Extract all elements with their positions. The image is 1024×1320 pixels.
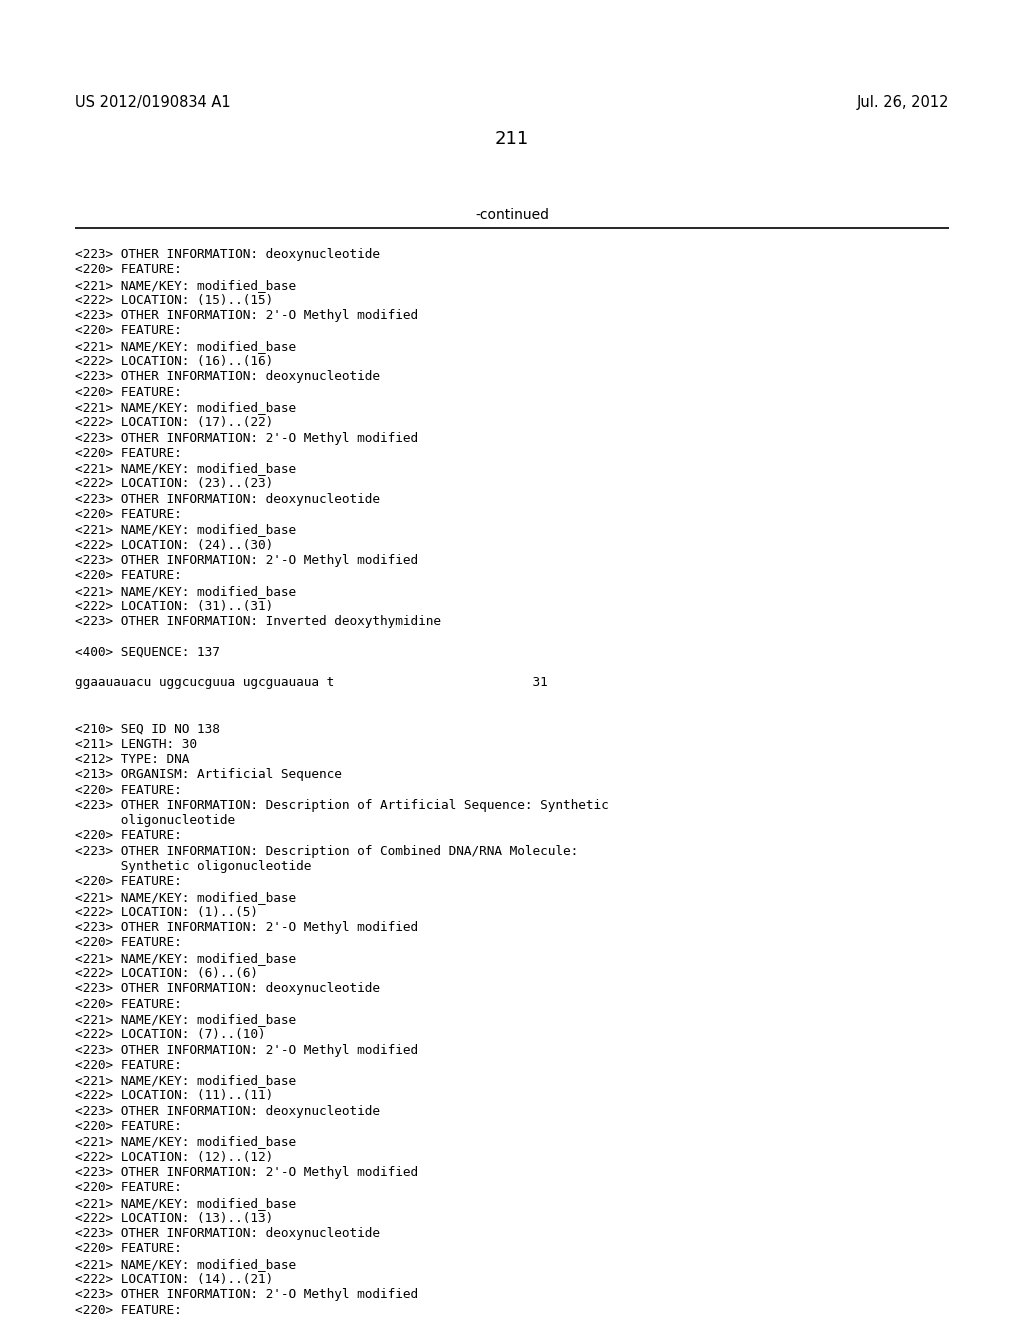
Text: <223> OTHER INFORMATION: deoxynucleotide: <223> OTHER INFORMATION: deoxynucleotide [75, 492, 380, 506]
Text: <223> OTHER INFORMATION: Description of Combined DNA/RNA Molecule:: <223> OTHER INFORMATION: Description of … [75, 845, 579, 858]
Text: <222> LOCATION: (31)..(31): <222> LOCATION: (31)..(31) [75, 599, 273, 612]
Text: <220> FEATURE:: <220> FEATURE: [75, 508, 181, 521]
Text: Jul. 26, 2012: Jul. 26, 2012 [856, 95, 949, 110]
Text: <221> NAME/KEY: modified_base: <221> NAME/KEY: modified_base [75, 339, 296, 352]
Text: <223> OTHER INFORMATION: Inverted deoxythymidine: <223> OTHER INFORMATION: Inverted deoxyt… [75, 615, 441, 628]
Text: -continued: -continued [475, 209, 549, 222]
Text: <220> FEATURE:: <220> FEATURE: [75, 569, 181, 582]
Text: <222> LOCATION: (1)..(5): <222> LOCATION: (1)..(5) [75, 906, 258, 919]
Text: <220> FEATURE:: <220> FEATURE: [75, 936, 181, 949]
Text: oligonucleotide: oligonucleotide [75, 814, 236, 828]
Text: <400> SEQUENCE: 137: <400> SEQUENCE: 137 [75, 645, 220, 659]
Text: <220> FEATURE:: <220> FEATURE: [75, 325, 181, 338]
Text: <211> LENGTH: 30: <211> LENGTH: 30 [75, 738, 197, 751]
Text: <222> LOCATION: (16)..(16): <222> LOCATION: (16)..(16) [75, 355, 273, 368]
Text: <220> FEATURE:: <220> FEATURE: [75, 1059, 181, 1072]
Text: <223> OTHER INFORMATION: Description of Artificial Sequence: Synthetic: <223> OTHER INFORMATION: Description of … [75, 799, 608, 812]
Text: <223> OTHER INFORMATION: deoxynucleotide: <223> OTHER INFORMATION: deoxynucleotide [75, 1105, 380, 1118]
Text: <210> SEQ ID NO 138: <210> SEQ ID NO 138 [75, 722, 220, 735]
Text: <220> FEATURE:: <220> FEATURE: [75, 385, 181, 399]
Text: <222> LOCATION: (6)..(6): <222> LOCATION: (6)..(6) [75, 968, 258, 979]
Text: <220> FEATURE:: <220> FEATURE: [75, 447, 181, 459]
Text: <220> FEATURE:: <220> FEATURE: [75, 1121, 181, 1133]
Text: <222> LOCATION: (11)..(11): <222> LOCATION: (11)..(11) [75, 1089, 273, 1102]
Text: Synthetic oligonucleotide: Synthetic oligonucleotide [75, 861, 311, 873]
Text: <222> LOCATION: (14)..(21): <222> LOCATION: (14)..(21) [75, 1272, 273, 1286]
Text: <223> OTHER INFORMATION: deoxynucleotide: <223> OTHER INFORMATION: deoxynucleotide [75, 371, 380, 383]
Text: <223> OTHER INFORMATION: 2'-O Methyl modified: <223> OTHER INFORMATION: 2'-O Methyl mod… [75, 554, 418, 568]
Text: <223> OTHER INFORMATION: deoxynucleotide: <223> OTHER INFORMATION: deoxynucleotide [75, 982, 380, 995]
Text: <223> OTHER INFORMATION: deoxynucleotide: <223> OTHER INFORMATION: deoxynucleotide [75, 1228, 380, 1241]
Text: <220> FEATURE:: <220> FEATURE: [75, 1242, 181, 1255]
Text: <223> OTHER INFORMATION: 2'-O Methyl modified: <223> OTHER INFORMATION: 2'-O Methyl mod… [75, 309, 418, 322]
Text: <221> NAME/KEY: modified_base: <221> NAME/KEY: modified_base [75, 1197, 296, 1209]
Text: <220> FEATURE:: <220> FEATURE: [75, 1181, 181, 1195]
Text: <220> FEATURE:: <220> FEATURE: [75, 998, 181, 1011]
Text: <223> OTHER INFORMATION: 2'-O Methyl modified: <223> OTHER INFORMATION: 2'-O Methyl mod… [75, 1044, 418, 1056]
Text: <222> LOCATION: (15)..(15): <222> LOCATION: (15)..(15) [75, 294, 273, 308]
Text: <222> LOCATION: (23)..(23): <222> LOCATION: (23)..(23) [75, 478, 273, 491]
Text: <222> LOCATION: (12)..(12): <222> LOCATION: (12)..(12) [75, 1151, 273, 1164]
Text: <221> NAME/KEY: modified_base: <221> NAME/KEY: modified_base [75, 401, 296, 414]
Text: <223> OTHER INFORMATION: 2'-O Methyl modified: <223> OTHER INFORMATION: 2'-O Methyl mod… [75, 432, 418, 445]
Text: <222> LOCATION: (24)..(30): <222> LOCATION: (24)..(30) [75, 539, 273, 552]
Text: ggaauauacu uggcucguua ugcguauaua t                          31: ggaauauacu uggcucguua ugcguauaua t 31 [75, 676, 548, 689]
Text: <221> NAME/KEY: modified_base: <221> NAME/KEY: modified_base [75, 1135, 296, 1148]
Text: <223> OTHER INFORMATION: deoxynucleotide: <223> OTHER INFORMATION: deoxynucleotide [75, 248, 380, 261]
Text: <221> NAME/KEY: modified_base: <221> NAME/KEY: modified_base [75, 524, 296, 536]
Text: <220> FEATURE:: <220> FEATURE: [75, 1304, 181, 1317]
Text: <221> NAME/KEY: modified_base: <221> NAME/KEY: modified_base [75, 462, 296, 475]
Text: <221> NAME/KEY: modified_base: <221> NAME/KEY: modified_base [75, 1012, 296, 1026]
Text: <221> NAME/KEY: modified_base: <221> NAME/KEY: modified_base [75, 279, 296, 292]
Text: <220> FEATURE:: <220> FEATURE: [75, 875, 181, 888]
Text: <222> LOCATION: (17)..(22): <222> LOCATION: (17)..(22) [75, 416, 273, 429]
Text: <221> NAME/KEY: modified_base: <221> NAME/KEY: modified_base [75, 1258, 296, 1271]
Text: 211: 211 [495, 129, 529, 148]
Text: <222> LOCATION: (7)..(10): <222> LOCATION: (7)..(10) [75, 1028, 265, 1041]
Text: <223> OTHER INFORMATION: 2'-O Methyl modified: <223> OTHER INFORMATION: 2'-O Methyl mod… [75, 1288, 418, 1302]
Text: <223> OTHER INFORMATION: 2'-O Methyl modified: <223> OTHER INFORMATION: 2'-O Methyl mod… [75, 1166, 418, 1179]
Text: <220> FEATURE:: <220> FEATURE: [75, 784, 181, 796]
Text: <221> NAME/KEY: modified_base: <221> NAME/KEY: modified_base [75, 891, 296, 904]
Text: <212> TYPE: DNA: <212> TYPE: DNA [75, 752, 189, 766]
Text: <222> LOCATION: (13)..(13): <222> LOCATION: (13)..(13) [75, 1212, 273, 1225]
Text: <221> NAME/KEY: modified_base: <221> NAME/KEY: modified_base [75, 952, 296, 965]
Text: US 2012/0190834 A1: US 2012/0190834 A1 [75, 95, 230, 110]
Text: <223> OTHER INFORMATION: 2'-O Methyl modified: <223> OTHER INFORMATION: 2'-O Methyl mod… [75, 921, 418, 935]
Text: <220> FEATURE:: <220> FEATURE: [75, 263, 181, 276]
Text: <213> ORGANISM: Artificial Sequence: <213> ORGANISM: Artificial Sequence [75, 768, 342, 781]
Text: <221> NAME/KEY: modified_base: <221> NAME/KEY: modified_base [75, 1074, 296, 1088]
Text: <221> NAME/KEY: modified_base: <221> NAME/KEY: modified_base [75, 585, 296, 598]
Text: <220> FEATURE:: <220> FEATURE: [75, 829, 181, 842]
